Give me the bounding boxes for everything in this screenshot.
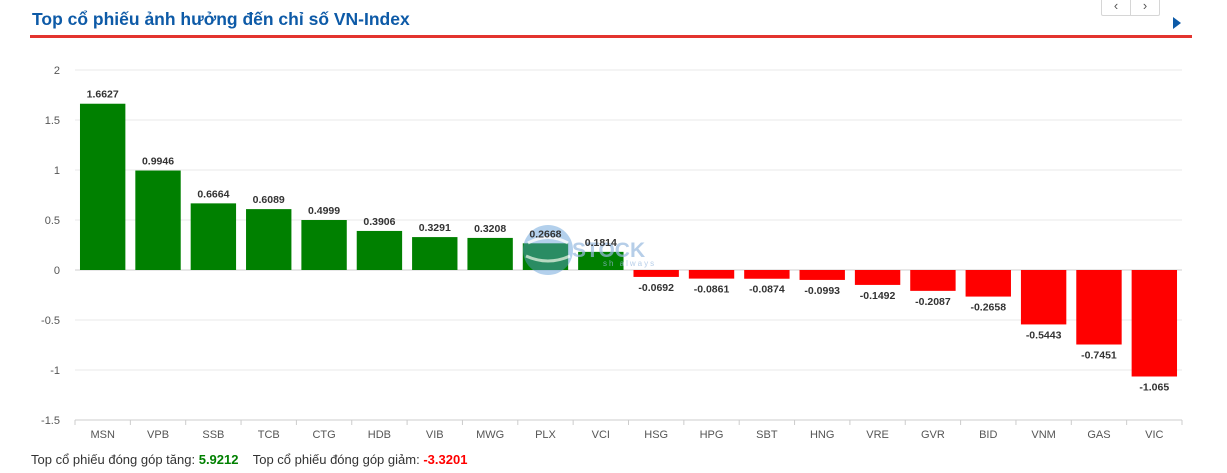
bars <box>79 103 1178 377</box>
bar-mwg <box>467 237 513 270</box>
x-axis: MSN VPB SSB TCB CTG HDB VIB MWG PLX VCI HSG HPG SBT H… <box>74 419 1183 441</box>
y-tick-label: 0.5 <box>45 215 60 227</box>
y-tick-label: -0.5 <box>41 315 60 327</box>
bar-gas <box>1076 270 1122 345</box>
bar-hpg <box>688 270 735 279</box>
data-label: 0.4999 <box>308 205 340 217</box>
watermark-tagline: sh always <box>603 259 656 268</box>
summary-footer: Top cổ phiếu đóng góp tăng: 5.9212 Top c… <box>31 452 467 467</box>
x-tick-label: VPB <box>147 429 169 441</box>
data-label: 0.6664 <box>197 188 229 200</box>
bar-ssb <box>190 203 237 270</box>
bar-vci <box>578 251 624 270</box>
x-tick-label: VIB <box>426 429 444 441</box>
data-label: 0.3291 <box>419 222 451 234</box>
data-label: -0.0993 <box>804 285 840 297</box>
data-label: -0.0692 <box>638 282 674 294</box>
watermark-logo: STOCK sh always <box>523 225 656 275</box>
chart-header: Top cổ phiếu ảnh hưởng đến chỉ số VN-Ind… <box>30 0 1192 38</box>
data-label: 0.1814 <box>585 237 617 249</box>
data-label: -1.065 <box>1139 382 1169 394</box>
y-tick-label: -1.5 <box>41 415 60 427</box>
data-label: -0.0874 <box>749 284 785 296</box>
x-tick-label: VNM <box>1031 429 1055 441</box>
page-title: Top cổ phiếu ảnh hưởng đến chỉ số VN-Ind… <box>32 9 410 29</box>
bar-vic <box>1131 270 1178 377</box>
y-tick-label: 2 <box>54 65 60 77</box>
data-label: -0.5443 <box>1026 329 1062 341</box>
y-tick-label: -1 <box>50 365 60 377</box>
data-label: -0.0861 <box>694 284 730 296</box>
watermark-globe-icon <box>523 225 573 275</box>
bar-msn <box>79 103 126 270</box>
bar-hsg <box>633 270 679 277</box>
data-label: -0.2658 <box>970 302 1006 314</box>
watermark-text: STOCK <box>572 239 645 262</box>
x-tick-label: HSG <box>644 429 668 441</box>
data-label: 0.6089 <box>253 194 285 206</box>
x-tick-label: BID <box>979 429 997 441</box>
bar-vre <box>854 270 901 285</box>
bar-vpb <box>135 170 181 270</box>
x-tick-label: HPG <box>700 429 724 441</box>
data-label: 0.9946 <box>142 156 174 168</box>
x-tick-label: PLX <box>535 429 556 441</box>
loss-label: Top cổ phiếu đóng góp giảm: <box>252 452 420 467</box>
x-tick-label: VRE <box>866 429 889 441</box>
bar-gvr <box>910 270 956 291</box>
bar-vnm <box>1020 270 1067 325</box>
data-label: 0.2668 <box>529 228 561 240</box>
bar-chart: 2 1.5 1 0.5 0 -0.5 -1 -1.5 STOCK sh always 1.66… <box>41 65 1183 441</box>
y-tick-label: 1.5 <box>45 115 60 127</box>
y-tick-label: 1 <box>54 165 60 177</box>
data-label: 1.6627 <box>87 89 119 101</box>
data-label: 0.3208 <box>474 223 506 235</box>
bar-tcb <box>246 209 292 270</box>
x-tick-label: MSN <box>90 429 115 441</box>
x-tick-label: HDB <box>368 429 391 441</box>
x-tick-label: MWG <box>476 429 504 441</box>
y-axis: 2 1.5 1 0.5 0 -0.5 -1 -1.5 <box>41 65 60 427</box>
x-tick-label: GVR <box>921 429 945 441</box>
data-labels: 1.6627 0.9946 0.6664 0.6089 0.4999 0.3906 0.32… <box>87 89 1170 394</box>
pager: ‹ › <box>1101 0 1160 16</box>
gain-value: 5.9212 <box>198 452 239 467</box>
loss-value: -3.3201 <box>423 452 468 467</box>
gain-label: Top cổ phiếu đóng góp tăng: <box>31 452 196 467</box>
data-label: -0.1492 <box>860 290 896 302</box>
data-label: -0.7451 <box>1081 350 1117 362</box>
x-tick-label: GAS <box>1087 429 1110 441</box>
x-tick-label: CTG <box>312 429 335 441</box>
data-label: -0.2087 <box>915 296 951 308</box>
play-icon[interactable] <box>1173 17 1181 29</box>
prev-button[interactable]: ‹ <box>1113 0 1119 13</box>
bar-ctg <box>301 220 347 270</box>
x-tick-label: HNG <box>810 429 834 441</box>
bar-hdb <box>356 230 403 270</box>
x-tick-label: VCI <box>592 429 610 441</box>
bar-hng <box>799 270 845 280</box>
data-label: 0.3906 <box>363 216 395 228</box>
next-button[interactable]: › <box>1130 0 1159 15</box>
bar-vib <box>412 237 458 270</box>
bar-sbt <box>744 270 790 279</box>
bar-bid <box>965 270 1011 297</box>
x-tick-label: SSB <box>202 429 224 441</box>
x-tick-label: VIC <box>1145 429 1163 441</box>
x-tick-label: SBT <box>756 429 778 441</box>
y-tick-label: 0 <box>54 265 60 277</box>
x-tick-label: TCB <box>258 429 280 441</box>
